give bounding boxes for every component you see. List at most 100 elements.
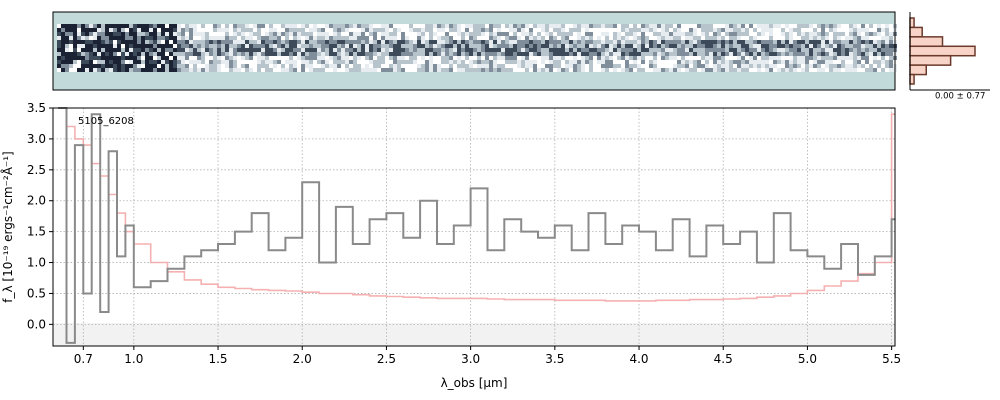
spectrum-2d-pixel bbox=[525, 64, 529, 68]
spectrum-2d-pixel bbox=[357, 24, 361, 28]
spectrum-2d-pixel bbox=[857, 40, 861, 44]
spectrum-2d-pixel bbox=[85, 28, 89, 32]
spectrum-2d-pixel bbox=[441, 48, 445, 52]
spectrum-2d-pixel bbox=[609, 36, 613, 40]
spectrum-2d-pixel bbox=[765, 60, 769, 64]
spectrum-2d-pixel bbox=[157, 36, 161, 40]
spectrum-2d-pixel bbox=[565, 60, 569, 64]
spectrum-2d-pixel bbox=[249, 56, 253, 60]
spectrum-2d-pixel bbox=[397, 56, 401, 60]
spectrum-2d-pixel bbox=[509, 28, 513, 32]
spectrum-2d-pixel bbox=[433, 44, 437, 48]
spectrum-2d-pixel bbox=[793, 44, 797, 48]
spectrum-2d-pixel bbox=[273, 48, 277, 52]
spectrum-2d-pixel bbox=[441, 56, 445, 60]
spectrum-2d-pixel bbox=[725, 56, 729, 60]
spectrum-2d-pixel bbox=[801, 52, 805, 56]
spectrum-2d-pixel bbox=[825, 32, 829, 36]
spectrum-2d-pixel bbox=[361, 40, 365, 44]
spectrum-2d-pixel bbox=[101, 64, 105, 68]
spectrum-2d-pixel bbox=[553, 64, 557, 68]
spectrum-2d-pixel bbox=[805, 48, 809, 52]
spectrum-2d-pixel bbox=[513, 52, 517, 56]
spectrum-2d-pixel bbox=[201, 36, 205, 40]
spectrum-2d-pixel bbox=[781, 68, 785, 72]
histogram-bar bbox=[909, 17, 915, 29]
spectrum-2d-pixel bbox=[301, 60, 305, 64]
spectrum-2d-pixel bbox=[601, 28, 605, 32]
spectrum-2d-pixel bbox=[801, 64, 805, 68]
spectrum-2d-pixel bbox=[765, 40, 769, 44]
spectrum-2d-pixel bbox=[457, 28, 461, 32]
spectrum-2d-pixel bbox=[273, 64, 277, 68]
spectrum-2d-pixel bbox=[385, 28, 389, 32]
spectrum-2d-pixel bbox=[677, 24, 681, 28]
spectrum-2d-pixel bbox=[173, 64, 177, 68]
spectrum-2d-pixel bbox=[261, 36, 265, 40]
spectrum-2d-pixel bbox=[357, 52, 361, 56]
spectrum-2d-pixel bbox=[341, 40, 345, 44]
spectrum-2d-pixel bbox=[297, 40, 301, 44]
spectrum-2d-pixel bbox=[481, 64, 485, 68]
spectrum-2d-pixel bbox=[713, 56, 717, 60]
spectrum-2d-pixel bbox=[573, 60, 577, 64]
spectrum-2d-pixel bbox=[681, 24, 685, 28]
spectrum-2d-pixel bbox=[265, 28, 269, 32]
spectrum-2d-pixel bbox=[213, 32, 217, 36]
spectrum-2d-pixel bbox=[297, 36, 301, 40]
spectrum-2d-pixel bbox=[481, 40, 485, 44]
spectrum-2d-pixel bbox=[833, 56, 837, 60]
plot-frame bbox=[52, 107, 896, 347]
spectrum-2d-pixel bbox=[385, 32, 389, 36]
spectrum-2d-pixel bbox=[301, 64, 305, 68]
spectrum-2d-pixel bbox=[701, 36, 705, 40]
spectrum-2d-pixel bbox=[317, 60, 321, 64]
spectrum-2d-pixel bbox=[745, 44, 749, 48]
spectrum-2d-pixel bbox=[773, 44, 777, 48]
spectrum-2d-pixel bbox=[209, 40, 213, 44]
spectrum-2d-pixel bbox=[885, 64, 889, 68]
spectrum-2d-pixel bbox=[197, 56, 201, 60]
spectrum-2d-pixel bbox=[533, 36, 537, 40]
spectrum-2d-pixel bbox=[537, 36, 541, 40]
spectrum-2d-pixel bbox=[729, 32, 733, 36]
x-tick-label: 5.0 bbox=[798, 352, 817, 366]
spectrum-2d-pixel bbox=[293, 44, 297, 48]
spectrum-2d-pixel bbox=[177, 40, 181, 44]
spectrum-2d-pixel bbox=[457, 52, 461, 56]
spectrum-2d-pixel bbox=[549, 36, 553, 40]
spectrum-2d-pixel bbox=[69, 60, 73, 64]
spectrum-2d-pixel bbox=[253, 48, 257, 52]
spectrum-2d-pixel bbox=[89, 24, 93, 28]
spectrum-2d-pixel bbox=[489, 32, 493, 36]
spectrum-2d-pixel bbox=[293, 64, 297, 68]
spectrum-2d-pixel bbox=[121, 40, 125, 44]
spectrum-2d-pixel bbox=[821, 28, 825, 32]
spectrum-2d-pixel bbox=[245, 68, 249, 72]
spectrum-2d-pixel bbox=[857, 48, 861, 52]
spectrum-2d-pixel bbox=[309, 48, 313, 52]
spectrum-2d-pixel bbox=[61, 60, 65, 64]
spectrum-2d-pixel bbox=[805, 52, 809, 56]
spectrum-2d-pixel bbox=[497, 64, 501, 68]
spectrum-2d-pixel bbox=[813, 24, 817, 28]
spectrum-2d-pixel bbox=[365, 60, 369, 64]
spectrum-2d-pixel bbox=[829, 44, 833, 48]
spectrum-2d-pixel bbox=[765, 48, 769, 52]
spectrum-2d-pixel bbox=[349, 32, 353, 36]
spectrum-2d-pixel bbox=[865, 28, 869, 32]
spectrum-2d-pixel bbox=[769, 44, 773, 48]
spectrum-2d-pixel bbox=[325, 68, 329, 72]
spectrum-2d-pixel bbox=[81, 60, 85, 64]
spectrum-2d-pixel bbox=[445, 28, 449, 32]
spectrum-2d-pixel bbox=[181, 48, 185, 52]
spectrum-2d-pixel bbox=[433, 56, 437, 60]
spectrum-2d-pixel bbox=[93, 44, 97, 48]
spectrum-2d-pixel bbox=[269, 56, 273, 60]
spectrum-2d-pixel bbox=[677, 28, 681, 32]
spectrum-2d-pixel bbox=[601, 48, 605, 52]
spectrum-2d-pixel bbox=[645, 36, 649, 40]
spectrum-2d-pixel bbox=[673, 64, 677, 68]
spectrum-2d-pixel bbox=[405, 52, 409, 56]
spectrum-2d-pixel bbox=[77, 32, 81, 36]
